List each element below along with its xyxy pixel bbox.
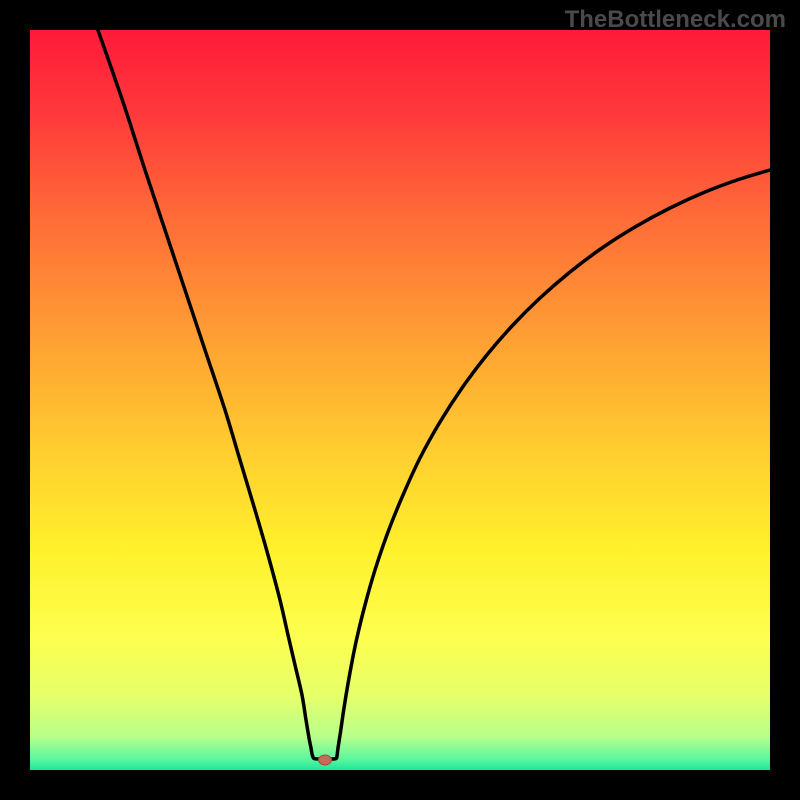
- optimum-marker: [319, 755, 332, 765]
- bottleneck-curve: [90, 8, 770, 759]
- chart-frame: TheBottleneck.com: [0, 0, 800, 800]
- curve-layer: [30, 30, 770, 770]
- plot-area: [30, 30, 770, 770]
- watermark-text: TheBottleneck.com: [565, 6, 786, 34]
